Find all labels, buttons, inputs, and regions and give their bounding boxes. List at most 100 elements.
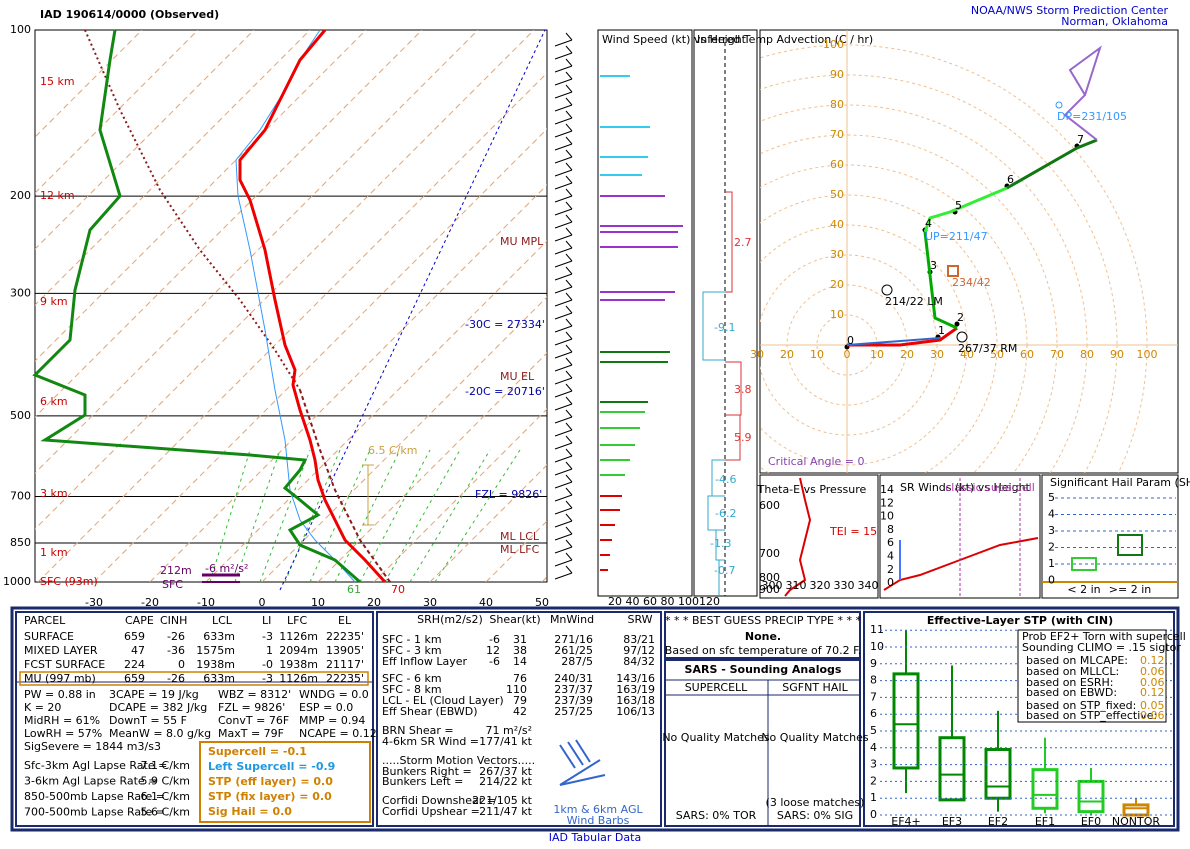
- category: EF2: [988, 815, 1008, 828]
- tick: 5: [870, 724, 877, 737]
- barb-icon: [559, 739, 606, 786]
- panel-title: Inferred Temp Advection (C / hr): [697, 33, 873, 46]
- barb: [554, 234, 573, 242]
- annotation: 212m: [160, 564, 192, 577]
- title: IAD 190614/0000 (Observed): [40, 8, 219, 21]
- sars-title: SARS - Sounding Analogs: [685, 663, 842, 676]
- ring-label: 80: [1080, 348, 1094, 361]
- barb: [554, 117, 573, 125]
- footer-link: IAD Tabular Data: [549, 831, 641, 844]
- barb: [565, 240, 573, 249]
- isotherm: [35, 30, 367, 362]
- table-cell: 110: [506, 683, 527, 696]
- barb: [565, 227, 573, 236]
- point-label: 5: [955, 199, 962, 212]
- table-cell: 97/12: [623, 644, 655, 657]
- barb: [565, 214, 573, 223]
- lapse-label: Sfc-3km Agl Lapse Rate =: [24, 759, 167, 772]
- table-cell: -26: [167, 672, 185, 685]
- table-cell: SURFACE: [24, 630, 74, 643]
- hodograph-trace: [846, 45, 1102, 347]
- table-cell: -6: [489, 655, 500, 668]
- kin-value: 71 m²/s²: [486, 724, 532, 737]
- table-cell: MIXED LAYER: [24, 644, 98, 657]
- ring-label: 10: [830, 308, 844, 321]
- table-cell: -3: [262, 630, 273, 643]
- barb: [565, 110, 573, 119]
- tick: 900: [759, 583, 780, 596]
- barb: [565, 487, 573, 496]
- temp-advection: [702, 42, 742, 596]
- barb: [554, 390, 573, 398]
- tick: 310: [786, 579, 807, 592]
- tick: 320: [810, 579, 831, 592]
- table-cell: 83/21: [623, 633, 655, 646]
- index: PW = 0.88 in: [24, 688, 96, 701]
- point-label: 1: [938, 324, 945, 337]
- moist-adiabat: [284, 449, 341, 583]
- table-header: MnWind: [550, 613, 594, 626]
- ring-label: 0: [844, 348, 851, 361]
- barb: [565, 526, 573, 535]
- point-label: 4: [925, 217, 932, 230]
- ring-label: 90: [1110, 348, 1124, 361]
- table-header: SRW: [627, 613, 652, 626]
- based-label: based on STP_effective:: [1026, 709, 1157, 722]
- isotherm: [373, 408, 547, 582]
- annotation: ML LCL: [500, 530, 540, 543]
- table-cell: 0: [178, 658, 185, 671]
- composite: Sig Hail = 0.0: [208, 805, 292, 818]
- annotation: SFC: [162, 578, 183, 591]
- barb: [565, 448, 573, 457]
- table-cell: MU (997 mb): [24, 672, 96, 685]
- lapse-value: 7.1 C/km: [141, 759, 190, 772]
- isotherm: [35, 30, 199, 194]
- moist-adiabat: [384, 449, 461, 583]
- moist-adiabat: [234, 449, 281, 583]
- isotherm: [149, 184, 547, 582]
- tei: TEI = 15: [829, 525, 877, 538]
- tick: 12: [880, 496, 894, 509]
- annotation: 61: [347, 583, 361, 596]
- tick: 4: [870, 741, 877, 754]
- table-cell: 1126m: [279, 630, 318, 643]
- ring-label: 80: [830, 98, 844, 111]
- category: NONTOR: [1112, 815, 1160, 828]
- tick: 700: [759, 547, 780, 560]
- barb: [554, 377, 573, 385]
- table-cell: 1575m: [196, 644, 235, 657]
- ring-label: 10: [810, 348, 824, 361]
- barb: [565, 383, 573, 392]
- barb: [554, 468, 573, 476]
- point-label: 2: [957, 311, 964, 324]
- barb: [565, 58, 573, 67]
- lapse-label: 700-500mb Lapse Rate =: [24, 806, 165, 819]
- barb: [565, 136, 573, 145]
- moist-adiabat: [259, 449, 311, 583]
- tick: 14: [880, 483, 894, 496]
- table-cell: 261/25: [554, 644, 593, 657]
- table-header: LCL: [212, 614, 233, 627]
- barb: [554, 312, 573, 320]
- barb: [554, 39, 573, 47]
- based-label: based on ESRH:: [1026, 676, 1113, 689]
- index: NCAPE = 0.12: [299, 727, 377, 740]
- table-cell: 79: [513, 694, 527, 707]
- barb: [554, 442, 573, 450]
- table-cell: SFC - 6 km: [382, 672, 442, 685]
- composite: STP (fix layer) = 0.0: [208, 790, 332, 803]
- kin-value: 177/41 kt: [479, 735, 533, 748]
- barb: [565, 253, 573, 262]
- index: WNDG = 0.0: [299, 688, 369, 701]
- table-cell: 22235': [326, 672, 364, 685]
- sars-match: No Quality Matches: [761, 731, 869, 744]
- ring-label: 30: [930, 348, 944, 361]
- moist-adiabat: [434, 449, 521, 583]
- category: EF1: [1035, 815, 1055, 828]
- barb: [565, 461, 573, 470]
- annotation: -6 m²/s²: [205, 562, 248, 575]
- index: DCAPE = 382 J/kg: [109, 701, 207, 714]
- skewt-traces: [32, 29, 546, 591]
